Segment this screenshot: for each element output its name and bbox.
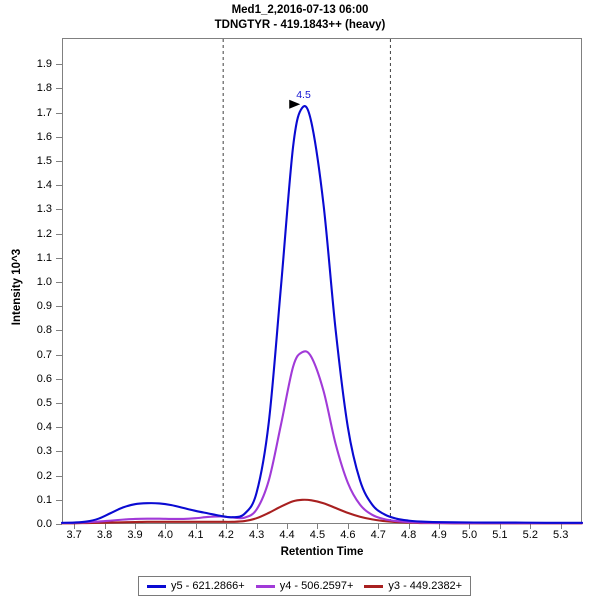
y-tick-mark [56, 282, 62, 283]
y-tick-label: 1.8 [36, 82, 52, 95]
legend-item[interactable]: y4 - 506.2597+ [255, 580, 354, 592]
y-tick-mark [56, 524, 62, 525]
x-axis-title: Retention Time [280, 546, 364, 558]
x-tick-label: 3.7 [66, 529, 82, 541]
chart-legend: y5 - 621.2866+ y4 - 506.2597+ y3 - 449.238… [138, 576, 472, 596]
y-tick-label: 1.1 [36, 251, 52, 264]
x-tick-mark [74, 524, 76, 529]
y-tick-label: 0.2 [36, 469, 52, 482]
x-tick-label: 3.8 [96, 529, 113, 541]
chart-title-line-1: Med1_2,2016-07-13 06:00 [231, 4, 369, 16]
y-tick-mark [56, 306, 62, 308]
y-tick-mark [56, 354, 62, 356]
y-tick-label: 1.0 [36, 276, 52, 288]
y-tick-label: 0.9 [36, 300, 52, 313]
y-tick-mark [56, 257, 62, 259]
x-tick-mark [530, 524, 532, 529]
y-tick-label: 0.4 [36, 421, 52, 434]
x-tick-mark [408, 524, 410, 529]
y-tick-mark [56, 233, 62, 235]
y-tick-mark [56, 185, 62, 187]
y-tick-label: 1.2 [36, 227, 52, 240]
y-tick-label: 0.6 [36, 372, 52, 385]
y-tick-mark [56, 209, 62, 211]
y-tick-label: 1.7 [36, 106, 52, 119]
x-tick-mark [165, 524, 167, 529]
x-tick-label: 4.4 [279, 529, 295, 541]
x-tick-label: 4.0 [157, 529, 174, 541]
y-tick-mark [56, 451, 62, 453]
x-tick-mark [195, 524, 197, 529]
x-tick-mark [317, 524, 319, 529]
x-tick-label: 4.7 [370, 529, 386, 541]
x-tick-label: 5.3 [553, 529, 569, 541]
legend-item[interactable]: y5 - 621.2866+ [147, 580, 245, 592]
x-tick-mark [256, 524, 258, 529]
y-tick-mark [56, 88, 62, 90]
x-tick-label: 4.2 [218, 529, 234, 541]
x-tick-label: 4.5 [309, 529, 326, 541]
y-tick-mark [56, 112, 62, 114]
y-tick-mark [56, 427, 62, 429]
x-tick-mark [134, 524, 136, 529]
peak-apex-label: 4.5 [296, 88, 311, 101]
y-tick-label: 0.7 [36, 348, 52, 361]
legend-item-label: y4 - 506.2597+ [279, 580, 354, 592]
y-tick-label: 0.3 [36, 445, 52, 458]
y-tick-label: 1.4 [36, 179, 52, 192]
x-tick-label: 5.1 [492, 529, 508, 541]
y-tick-mark [56, 161, 62, 162]
y-tick-mark [56, 499, 62, 501]
plot-area [62, 38, 582, 524]
x-tick-mark [439, 524, 441, 529]
y-tick-mark [56, 136, 62, 138]
y-tick-mark [56, 378, 62, 380]
x-tick-label: 4.1 [188, 529, 204, 541]
chart-title: Med1_2,2016-07-13 06:00 TDNGTYR - 419.18… [0, 3, 600, 33]
x-tick-mark [104, 524, 106, 529]
y-tick-label: 1.3 [36, 203, 52, 216]
x-tick-mark [560, 524, 562, 529]
x-tick-mark [378, 524, 380, 529]
x-tick-label: 4.6 [340, 529, 356, 541]
x-tick-label: 4.8 [401, 529, 417, 541]
x-tick-mark [226, 524, 228, 529]
y-tick-label: 1.6 [36, 130, 52, 143]
x-tick-label: 4.9 [431, 529, 447, 541]
y-tick-label: 0.8 [36, 324, 52, 337]
x-tick-mark [499, 524, 501, 529]
legend-item-label: y3 - 449.2382+ [388, 580, 463, 592]
x-tick-mark [287, 524, 289, 529]
y-tick-mark [56, 475, 62, 477]
y-tick-mark [56, 64, 62, 66]
y-tick-mark [56, 330, 62, 332]
legend-item-label: y5 - 621.2866+ [171, 580, 245, 592]
y-tick-label: 1.5 [36, 155, 52, 167]
x-tick-mark [347, 524, 349, 529]
x-tick-label: 3.9 [127, 529, 143, 541]
y-tick-mark [56, 403, 62, 404]
x-tick-label: 5.0 [461, 529, 478, 541]
x-tick-label: 5.2 [522, 529, 538, 541]
chart-title-line-2: TDNGTYR - 419.1843++ (heavy) [214, 19, 386, 31]
legend-color-swatch [147, 584, 166, 588]
y-tick-label: 0.0 [36, 518, 52, 530]
x-tick-mark [469, 524, 471, 529]
y-tick-label: 0.1 [36, 493, 52, 506]
x-tick-label: 4.3 [248, 529, 265, 541]
y-tick-label: 0.5 [36, 397, 52, 409]
legend-item[interactable]: y3 - 449.2382+ [364, 580, 462, 592]
y-tick-label: 1.9 [36, 58, 52, 71]
legend-color-swatch [364, 584, 384, 588]
legend-color-swatch [255, 584, 275, 588]
